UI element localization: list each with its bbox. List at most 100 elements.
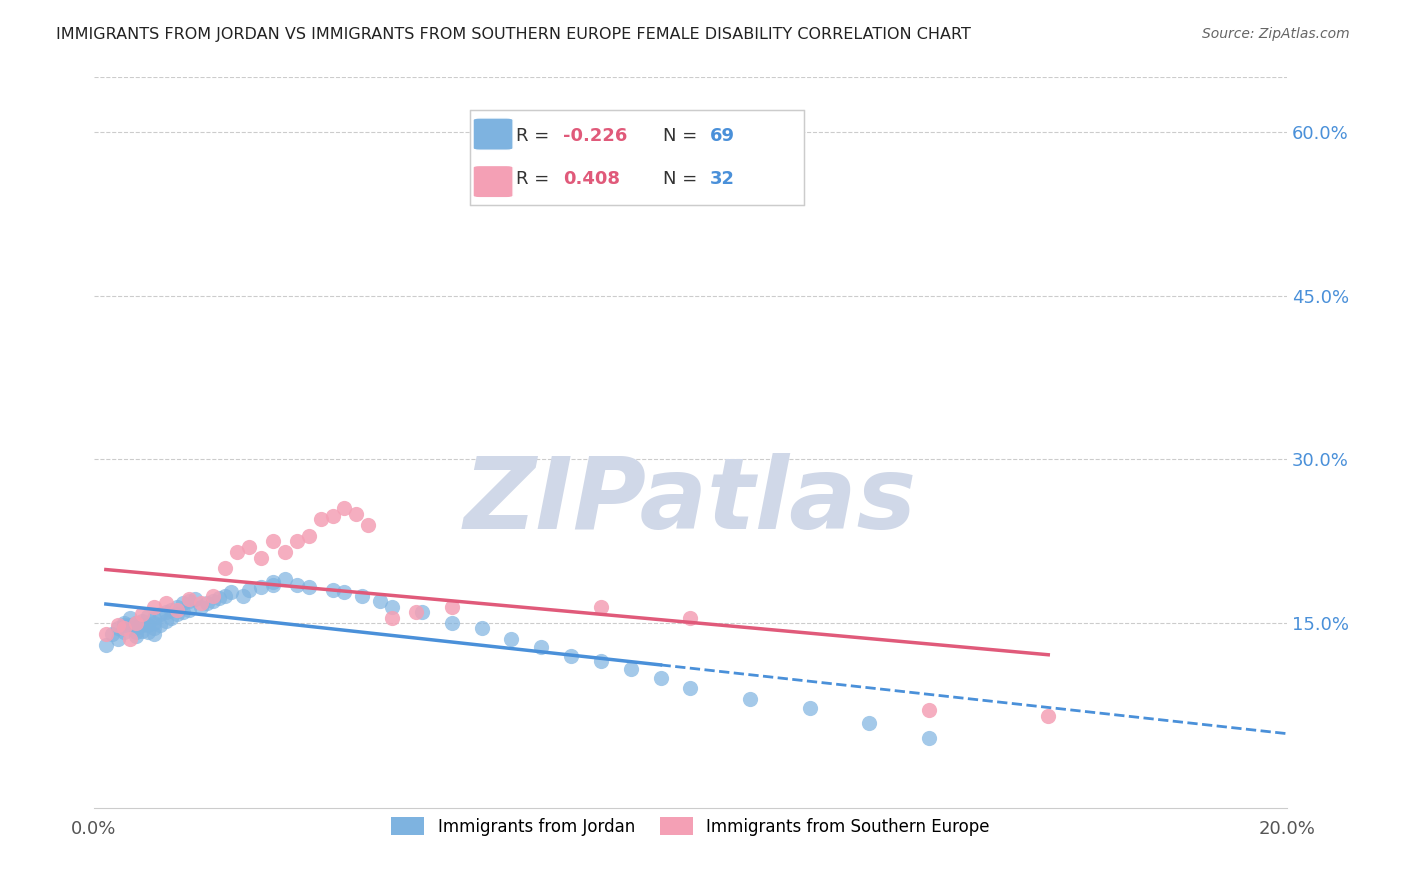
Point <box>125 624 148 639</box>
Point <box>190 599 212 614</box>
Text: ZIPatlas: ZIPatlas <box>464 453 917 550</box>
Point <box>405 605 427 619</box>
Point <box>136 609 159 624</box>
Point <box>107 618 129 632</box>
Point <box>226 545 249 559</box>
Point <box>172 605 194 619</box>
Point <box>112 615 135 630</box>
Point <box>381 610 404 624</box>
Point <box>142 615 165 630</box>
Point <box>262 578 284 592</box>
Point <box>190 596 212 610</box>
Point <box>184 591 207 606</box>
Point <box>298 580 321 594</box>
Text: Source: ZipAtlas.com: Source: ZipAtlas.com <box>1202 27 1350 41</box>
Point <box>142 599 165 614</box>
Point <box>219 585 242 599</box>
Point <box>679 681 702 696</box>
Point <box>918 731 941 745</box>
Point <box>274 545 297 559</box>
Point <box>125 615 148 630</box>
Point <box>202 594 225 608</box>
Point <box>166 607 188 622</box>
Point <box>136 624 159 639</box>
Point <box>131 618 153 632</box>
Point <box>125 615 148 630</box>
Point <box>232 589 254 603</box>
Legend: Immigrants from Jordan, Immigrants from Southern Europe: Immigrants from Jordan, Immigrants from … <box>382 809 998 844</box>
Point <box>560 648 582 663</box>
Point <box>262 574 284 589</box>
Point <box>160 603 183 617</box>
Point <box>131 607 153 622</box>
Point <box>274 572 297 586</box>
Point <box>101 627 124 641</box>
Point <box>858 716 880 731</box>
Point <box>148 618 170 632</box>
Point <box>94 627 117 641</box>
Point <box>321 583 343 598</box>
Point <box>131 624 153 638</box>
Point <box>238 540 260 554</box>
Point <box>172 596 194 610</box>
Point <box>107 622 129 636</box>
Point <box>142 622 165 636</box>
Point <box>250 550 273 565</box>
Point <box>250 580 273 594</box>
Point <box>142 610 165 624</box>
Point <box>125 622 148 636</box>
Point <box>107 632 129 647</box>
Point <box>112 622 135 636</box>
Point <box>179 594 201 608</box>
Point <box>440 615 463 630</box>
Point <box>214 589 236 603</box>
Point <box>208 591 231 605</box>
Point <box>131 614 153 628</box>
Point <box>501 632 523 647</box>
Point <box>471 622 494 636</box>
Point <box>352 589 374 603</box>
Point <box>155 605 177 619</box>
Point <box>238 583 260 598</box>
Point <box>179 591 201 606</box>
Point <box>142 627 165 641</box>
Point <box>94 638 117 652</box>
Point <box>285 578 308 592</box>
Point <box>440 599 463 614</box>
Point <box>118 618 141 632</box>
Point <box>1038 708 1060 723</box>
Point <box>799 701 821 715</box>
Point <box>118 610 141 624</box>
Point <box>620 662 643 676</box>
Text: IMMIGRANTS FROM JORDAN VS IMMIGRANTS FROM SOUTHERN EUROPE FEMALE DISABILITY CORR: IMMIGRANTS FROM JORDAN VS IMMIGRANTS FRO… <box>56 27 972 42</box>
Point <box>112 624 135 639</box>
Point <box>214 561 236 575</box>
Point <box>411 605 433 619</box>
Point <box>344 507 367 521</box>
Point <box>679 610 702 624</box>
Point <box>166 603 188 617</box>
Point <box>160 610 183 624</box>
Point <box>155 596 177 610</box>
Point <box>357 517 380 532</box>
Point <box>918 703 941 717</box>
Point <box>333 501 356 516</box>
Point <box>155 614 177 628</box>
Point <box>136 618 159 632</box>
Point <box>530 640 553 654</box>
Point <box>166 599 188 614</box>
Point <box>321 509 343 524</box>
Point <box>125 629 148 643</box>
Point <box>650 671 672 685</box>
Point <box>381 599 404 614</box>
Point <box>589 599 612 614</box>
Point <box>298 529 321 543</box>
Point <box>262 534 284 549</box>
Point <box>112 618 135 632</box>
Point <box>195 596 218 610</box>
Point <box>118 632 141 647</box>
Point <box>148 607 170 622</box>
Point <box>179 603 201 617</box>
Point <box>368 594 391 608</box>
Point <box>333 585 356 599</box>
